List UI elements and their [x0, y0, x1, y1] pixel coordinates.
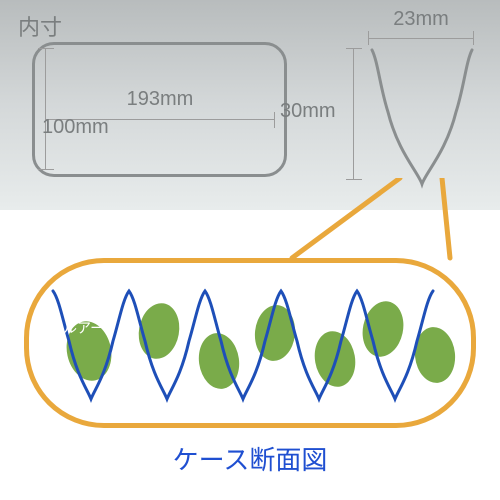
- panel-title: 内寸: [18, 10, 62, 42]
- dimension-width-label: 193mm: [123, 88, 198, 111]
- dimension-cup-width-label: 23mm: [368, 8, 474, 31]
- dimension-cup-depth: 30mm: [344, 48, 364, 180]
- dimension-cup-depth-label: 30mm: [280, 100, 336, 123]
- dimension-cup-width: 23mm: [368, 10, 474, 33]
- cross-section-frame: [24, 258, 476, 428]
- cup-profile-icon: [370, 42, 480, 192]
- dimension-height: 100mm: [36, 48, 56, 170]
- dimension-height-label: 100mm: [42, 116, 109, 139]
- cross-section-svg: [49, 281, 459, 411]
- lure-label: ルアー: [63, 318, 104, 338]
- caption: ケース断面図: [0, 440, 500, 477]
